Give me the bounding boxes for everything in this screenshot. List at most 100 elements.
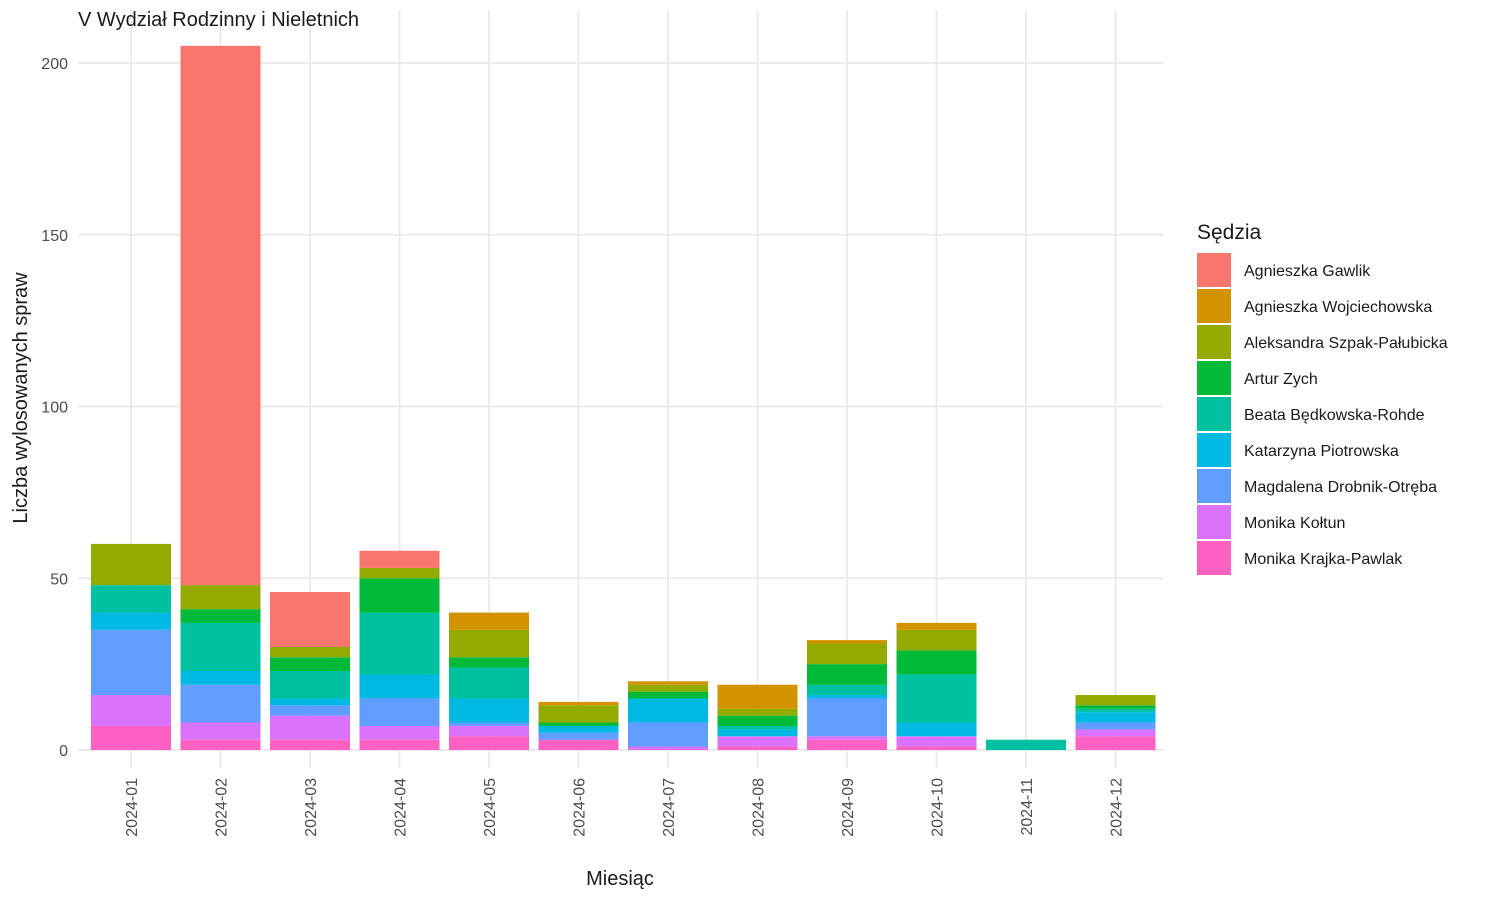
bar-segment xyxy=(359,725,440,740)
bar-segment xyxy=(180,722,261,740)
legend-label: Agnieszka Wojciechowska xyxy=(1244,299,1432,316)
bar-segment xyxy=(896,746,977,750)
bar-segment xyxy=(628,722,708,747)
bar-segment xyxy=(449,612,529,630)
bar-segment xyxy=(180,684,261,723)
legend-label: Aleksandra Szpak-Pałubicka xyxy=(1244,335,1448,352)
bar-segment xyxy=(180,585,261,610)
bar-segment xyxy=(628,684,708,692)
bar-segment xyxy=(180,670,261,685)
bar-segment xyxy=(807,698,887,737)
bar-segment xyxy=(91,695,171,726)
bar-segment xyxy=(270,591,350,647)
bar-segment xyxy=(807,695,887,699)
bar-segment xyxy=(538,732,619,740)
x-tick-label: 2024-01 xyxy=(124,778,141,837)
bar-segment xyxy=(270,715,350,740)
bar-segment xyxy=(449,629,529,658)
bar-segment xyxy=(1075,736,1156,750)
bar-segment xyxy=(896,622,977,630)
bar-segment xyxy=(628,691,708,699)
bar-segment xyxy=(91,612,171,630)
bar-segment xyxy=(538,701,619,706)
bar-segment xyxy=(449,698,529,723)
bar-segment xyxy=(628,681,708,685)
bar-segment xyxy=(807,739,887,750)
bar-segment xyxy=(91,543,171,586)
bar-segment xyxy=(359,674,440,699)
legend-key xyxy=(1197,397,1231,431)
x-tick-label: 2024-05 xyxy=(482,778,499,837)
bar-segment xyxy=(91,725,171,750)
bar-segment xyxy=(717,715,798,726)
legend-key xyxy=(1197,433,1231,467)
bar-segment xyxy=(359,612,440,675)
bar-segment xyxy=(1075,722,1156,730)
bar-segment xyxy=(270,739,350,750)
x-tick-label: 2024-07 xyxy=(661,778,678,837)
bar-segment xyxy=(717,736,798,747)
bar-segment xyxy=(1075,729,1156,737)
y-tick-label: 0 xyxy=(59,743,68,760)
bar-segment xyxy=(180,45,261,586)
bar-segment xyxy=(538,725,619,733)
legend-label: Agnieszka Gawlik xyxy=(1244,263,1371,280)
legend-label: Magdalena Drobnik-Otręba xyxy=(1244,479,1437,496)
bar-segment xyxy=(986,739,1066,750)
bar-segment xyxy=(807,684,887,696)
bar-segment xyxy=(538,705,619,723)
legend-key xyxy=(1197,541,1231,575)
y-tick-label: 100 xyxy=(41,400,68,417)
bar-segment xyxy=(270,698,350,706)
bar-segment xyxy=(896,674,977,723)
bar-segment xyxy=(359,578,440,613)
legend-label: Beata Będkowska-Rohde xyxy=(1244,407,1425,424)
legend-label: Monika Kołtun xyxy=(1244,515,1345,532)
bar-segment xyxy=(449,736,529,750)
x-tick-label: 2024-09 xyxy=(840,778,857,837)
bar-segment xyxy=(1075,712,1156,723)
bar-segment xyxy=(807,643,887,665)
bar-segment xyxy=(538,739,619,750)
y-axis-ticks: 0 50 100 150 200 xyxy=(41,56,68,760)
x-tick-label: 2024-04 xyxy=(393,778,410,837)
legend: Sędzia Agnieszka Gawlik Agnieszka Wojciec… xyxy=(1197,221,1448,575)
y-tick-label: 150 xyxy=(41,228,68,245)
y-axis-title: Liczba wylosowanych spraw xyxy=(10,272,32,524)
bar-segment xyxy=(807,736,887,740)
bar-segment xyxy=(359,739,440,750)
x-axis-ticks: 2024-01 2024-02 2024-03 2024-04 2024-05 2024-… xyxy=(124,778,1126,837)
x-tick-label: 2024-08 xyxy=(751,778,768,837)
bar-segment xyxy=(91,585,171,613)
bars xyxy=(91,45,1156,750)
y-tick-label: 50 xyxy=(50,571,68,588)
bar-segment xyxy=(180,609,261,623)
bar-segment xyxy=(538,722,619,726)
bar-segment xyxy=(1075,705,1156,709)
bar-segment xyxy=(449,667,529,699)
y-tick-label: 200 xyxy=(41,56,68,73)
legend-label: Katarzyna Piotrowska xyxy=(1244,443,1399,460)
bar-segment xyxy=(91,629,171,696)
x-axis-title: Miesiąc xyxy=(586,868,654,890)
legend-label: Monika Krajka-Pawlak xyxy=(1244,551,1403,568)
bar-segment xyxy=(449,657,529,668)
bar-segment xyxy=(449,722,529,726)
bar-segment xyxy=(270,657,350,671)
bar-segment xyxy=(359,698,440,726)
bar-segment xyxy=(807,640,887,644)
legend-key xyxy=(1197,253,1231,287)
x-tick-label: 2024-06 xyxy=(572,778,589,837)
bar-segment xyxy=(359,550,440,568)
bar-segment xyxy=(359,567,440,579)
x-tick-label: 2024-12 xyxy=(1109,778,1126,837)
legend-title: Sędzia xyxy=(1197,221,1262,244)
bar-segment xyxy=(717,725,798,730)
bar-segment xyxy=(896,650,977,675)
bar-segment xyxy=(717,708,798,716)
bar-segment xyxy=(896,736,977,747)
legend-key xyxy=(1197,325,1231,359)
legend-label: Artur Zych xyxy=(1244,371,1318,388)
bar-segment xyxy=(896,722,977,737)
